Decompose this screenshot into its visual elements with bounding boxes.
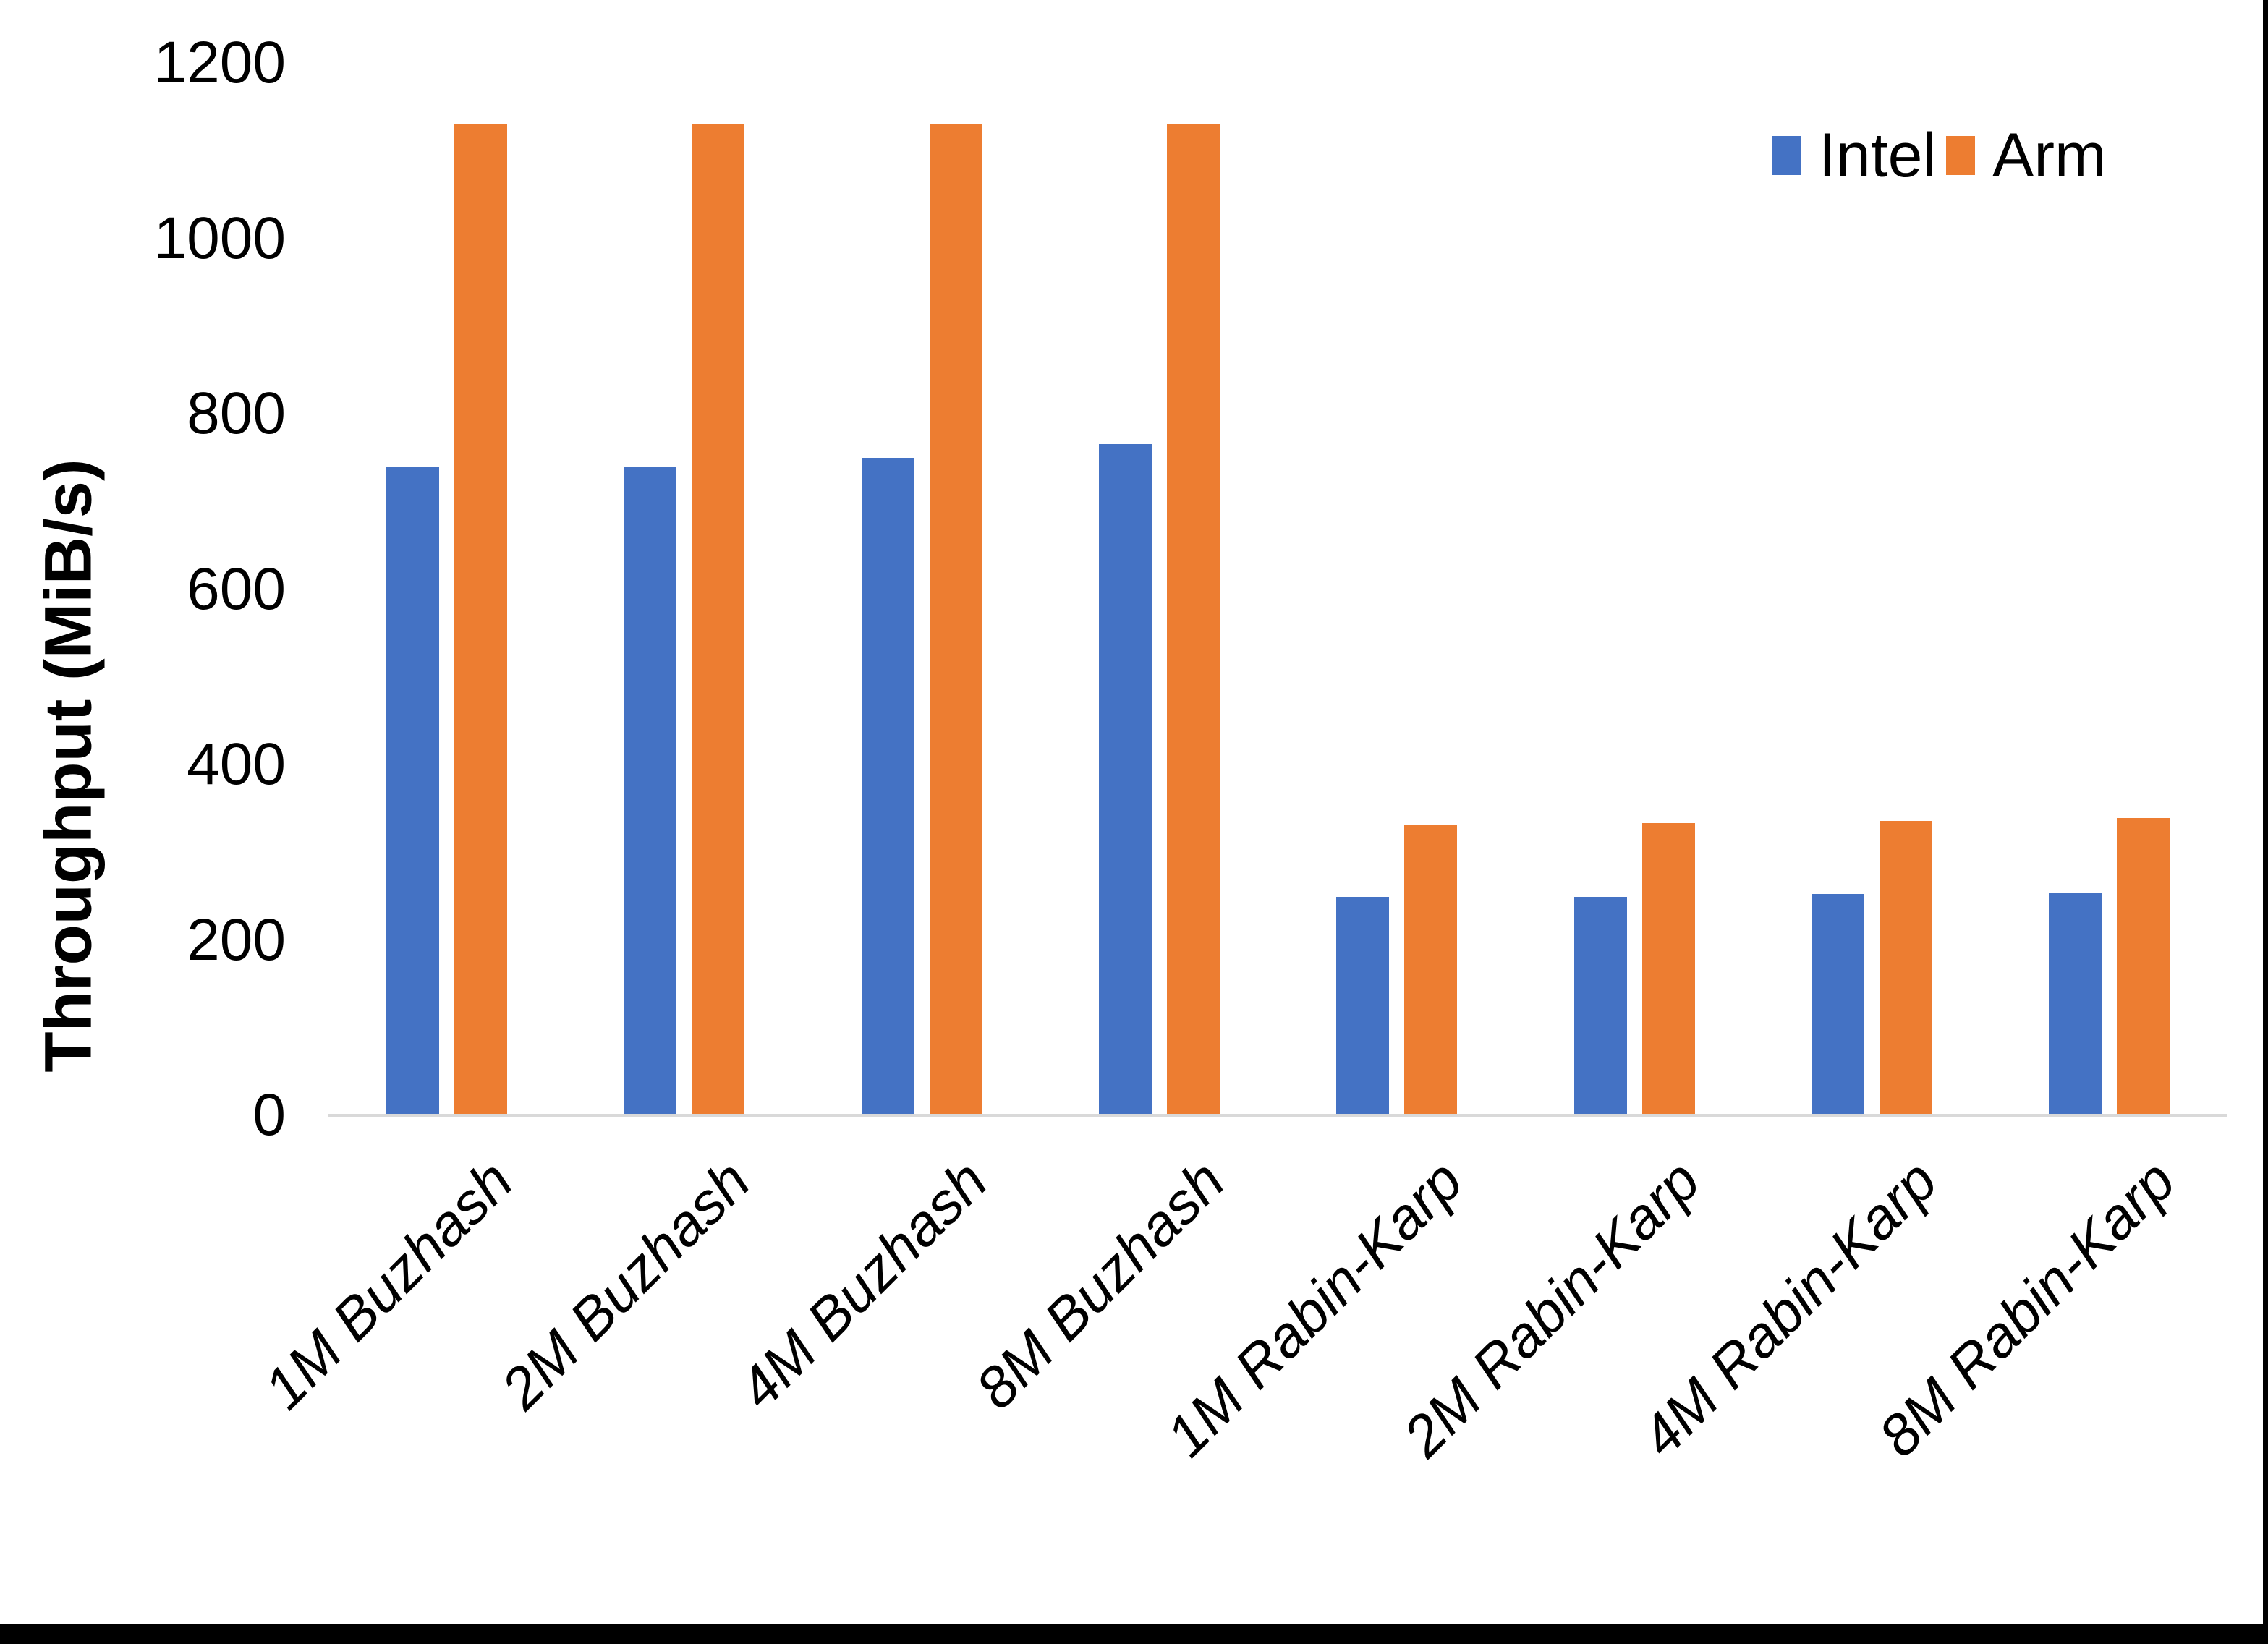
bar-intel-2m-rabin-karp: [1573, 897, 1627, 1115]
y-tick-label-1200: 1200: [153, 30, 286, 95]
bar-intel-4m-buzhash: [861, 457, 914, 1115]
page-right-edge: [2263, 0, 2268, 1644]
bar-arm-8m-rabin-karp: [2117, 817, 2170, 1115]
legend-swatch-intel: [1772, 136, 1801, 175]
page-bottom-edge: [0, 1624, 2268, 1644]
bar-intel-8m-rabin-karp: [2049, 893, 2102, 1115]
bar-intel-2m-buzhash: [624, 466, 677, 1115]
legend-item-intel: Intel: [1772, 124, 1937, 187]
y-tick-label-1000: 1000: [153, 205, 286, 271]
legend-swatch-arm: [1946, 136, 1975, 175]
y-tick-label-0: 0: [252, 1082, 286, 1148]
bar-arm-4m-rabin-karp: [1879, 820, 1932, 1115]
y-tick-label-400: 400: [187, 731, 286, 797]
bar-intel-1m-rabin-karp: [1336, 897, 1390, 1115]
legend-label-arm: Arm: [1992, 121, 2107, 190]
bar-arm-2m-rabin-karp: [1641, 823, 1695, 1115]
bar-arm-8m-buzhash: [1166, 124, 1220, 1115]
x-axis-line: [328, 1114, 2227, 1117]
y-tick-label-200: 200: [187, 906, 286, 973]
bar-arm-4m-buzhash: [929, 124, 982, 1115]
legend-item-arm: Arm: [1946, 124, 2107, 187]
y-tick-label-600: 600: [187, 555, 286, 622]
bar-arm-1m-buzhash: [454, 124, 507, 1115]
bar-intel-1m-buzhash: [386, 466, 439, 1115]
bar-intel-8m-buzhash: [1098, 444, 1152, 1115]
bar-arm-1m-rabin-karp: [1404, 825, 1458, 1115]
legend-label-intel: Intel: [1819, 121, 1937, 190]
y-tick-label-800: 800: [187, 380, 286, 446]
bar-arm-2m-buzhash: [692, 124, 745, 1115]
bar-intel-4m-rabin-karp: [1811, 894, 1864, 1115]
